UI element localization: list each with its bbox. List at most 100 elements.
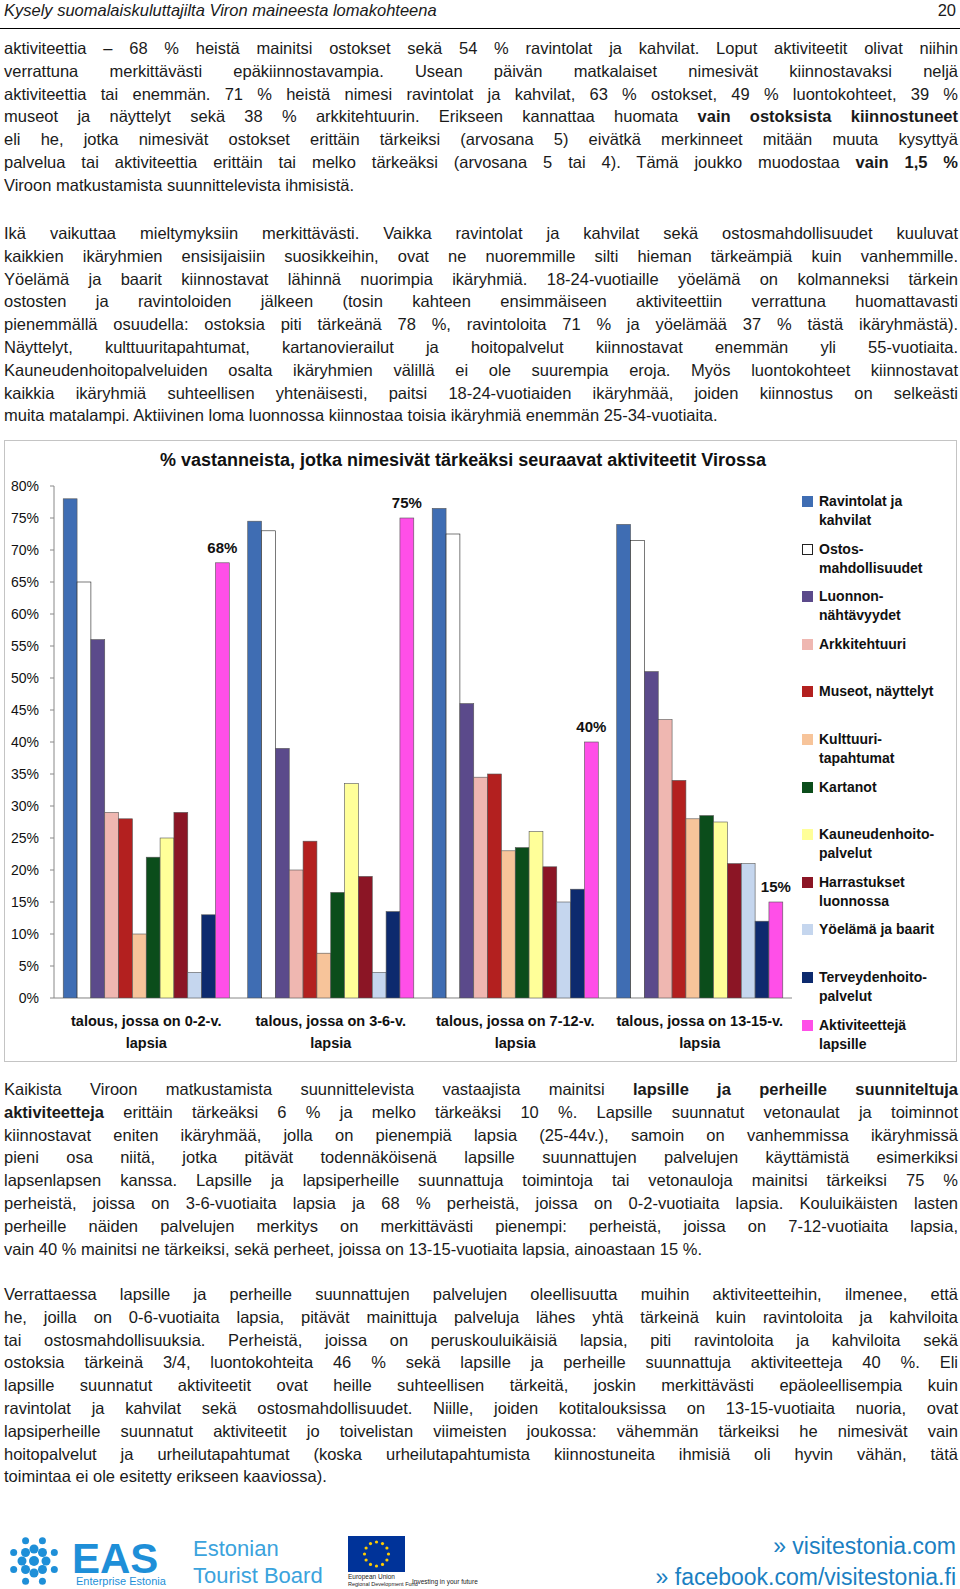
y-tick [50,742,54,743]
icon-dot [42,1557,51,1566]
y-tick-label: 35% [11,766,39,782]
x-tick-label-line: lapsia [495,1035,537,1051]
legend-label: Ravintolat ja kahvilat [819,492,953,530]
text-line: Näyttelyt, kulttuuritapahtumat, kartanov… [4,336,958,359]
x-tick-label: talous, jossa on 0-2-v.lapsia [71,1013,221,1051]
footer-link: » facebook.com/visitestonia.fi [656,1564,956,1589]
y-tick-label: 65% [11,574,39,590]
text-line: aktiviteetteja erittäin tärkeäksi 6 % ja… [4,1101,958,1124]
bar [460,704,474,998]
bar [345,784,359,998]
bar [631,540,645,998]
bar [77,582,91,998]
text-run: museot ja näyttelyt sekä 38 % arkkitehtu… [4,107,698,125]
text-line: aktiviteettia tai enemmän. 71 % heistä n… [4,83,958,106]
legend-swatch [802,686,813,697]
bar [105,812,119,998]
y-tick [50,870,54,871]
data-labels: 68%75%40%15% [207,494,791,895]
x-tick-label: talous, jossa on 13-15-v. lapsia [616,1013,783,1051]
bar [571,889,585,998]
text-line: Kaikista Viroon matkustamista suunnittel… [4,1078,958,1101]
text-line: Verrattaessa lapsille ja perheille suunn… [4,1283,958,1306]
icon-dot [10,1566,17,1573]
icon-dot [30,1569,39,1578]
x-tick-label-line: lapsia [679,1035,721,1051]
text-line: ravintolat ja kahvilat sekä ostosmahdoll… [4,1397,958,1420]
y-tick [50,774,54,775]
bar [248,521,262,998]
text-line: lapsiperheille suunnatut aktiviteetit jo… [4,1420,958,1443]
icon-dot [22,1578,29,1585]
paragraph: Kaikista Viroon matkustamista suunnittel… [4,1078,958,1260]
y-tick-label: 10% [11,926,39,942]
text-line: pieni osa niitä, jotka pitävät todennäkö… [4,1146,958,1169]
text-line: lapsenlapsen kanssa. Lapsille ja lapsipe… [4,1169,958,1192]
y-tick-label: 60% [11,606,39,622]
bar [215,563,229,998]
x-tick-label-line: talous, jossa on 13-15-v. [616,1013,783,1029]
text-line: verrattuna merkittävästi epäkiinnostavam… [4,60,958,83]
page-number: 20 [938,1,956,20]
bar [432,508,446,998]
y-tick-label: 55% [11,638,39,654]
bars [63,499,783,998]
eu-star [375,1564,378,1567]
y-tick-label: 75% [11,510,39,526]
legend-label: Aktiviteettejä lapsille [819,1016,953,1054]
bar [317,953,331,998]
legend-label: Museot, näyttelyt [819,682,953,701]
y-tick [50,806,54,807]
legend-label: Ostos-mahdollisuudet [819,540,953,578]
paragraph: Ikä vaikuttaa mieltymyksiin merkittäväst… [4,222,958,427]
y-tick-label: 45% [11,702,39,718]
bar [358,876,372,998]
y-tick [50,934,54,935]
icon-dot [38,1548,47,1557]
x-tick-label-line: talous, jossa on 3-6-v. [256,1013,406,1029]
text-line: kaikkien ikäryhmien ensisijaisiin suosik… [4,245,958,268]
text-run: vain 1,5 % [856,153,958,171]
text-line: perheille näiden palvelujen merkitys on … [4,1215,958,1238]
legend-swatch [802,829,813,840]
tourist-board: Estonian [193,1536,279,1561]
bar [331,892,345,998]
text-line: tai ostosmahdollisuuksia. Perheistä, joi… [4,1329,958,1352]
x-tick-label-line: talous, jossa on 0-2-v. [71,1013,221,1029]
x-tick-label: talous, jossa on 3-6-v.lapsia [256,1013,406,1051]
bar [714,822,728,998]
y-tick-label: 25% [11,830,39,846]
text-line: Yöelämä ja baarit kiinnostavat lähinnä n… [4,268,958,291]
bar [262,531,276,998]
text-line: Kauneudenhoitopalveluiden osalta ikäryhm… [4,359,958,382]
bar [289,870,303,998]
data-label: 68% [207,539,237,556]
bar [446,534,460,998]
text-run: palvelua tai aktiviteettia erittäin tai … [4,153,856,171]
x-tick-label: talous, jossa on 7-12-v.lapsia [436,1013,594,1051]
eu-star [365,1546,368,1549]
bar [543,867,557,998]
text-line: perheistä, joissa on 3-6-vuotiaita lapsi… [4,1192,958,1215]
text-run: lapsille ja perheille suunniteltuja [633,1080,958,1098]
bar [202,915,216,998]
text-run: erittäin tärkeäksi 6 % ja melko tärkeäks… [104,1103,958,1121]
eu-text: European Union [348,1573,395,1581]
eu-star [381,1563,384,1566]
legend-label: Yöelämä ja baarit [819,920,953,939]
y-tick [50,902,54,903]
text-line: muita matalampi. Aktiivinen loma luonnos… [4,404,958,427]
eu-star [385,1546,388,1549]
bar [741,864,755,998]
bar [372,972,386,998]
legend-swatch [802,591,813,602]
eu-star [369,1542,372,1545]
eu-star [369,1563,372,1566]
icon-dot [51,1549,58,1556]
bar [515,848,529,998]
icon-dot [18,1557,27,1566]
text-line: kiinnostavat eniten ikäryhmää, jolla on … [4,1124,958,1147]
bar [584,742,598,998]
y-tick-label: 5% [19,958,39,974]
legend-label: Kartanot [819,778,953,797]
